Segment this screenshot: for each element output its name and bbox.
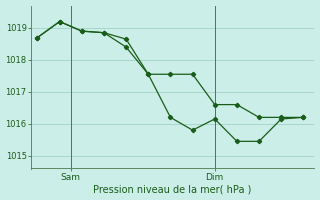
- X-axis label: Pression niveau de la mer( hPa ): Pression niveau de la mer( hPa ): [93, 184, 252, 194]
